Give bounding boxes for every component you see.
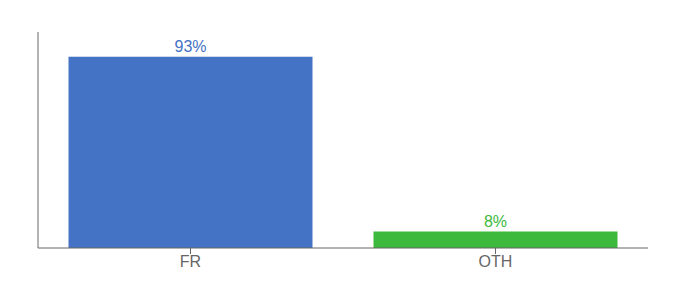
svg-text:FR: FR: [180, 253, 201, 270]
svg-text:93%: 93%: [174, 38, 206, 55]
svg-text:8%: 8%: [484, 213, 507, 230]
svg-text:OTH: OTH: [479, 253, 513, 270]
